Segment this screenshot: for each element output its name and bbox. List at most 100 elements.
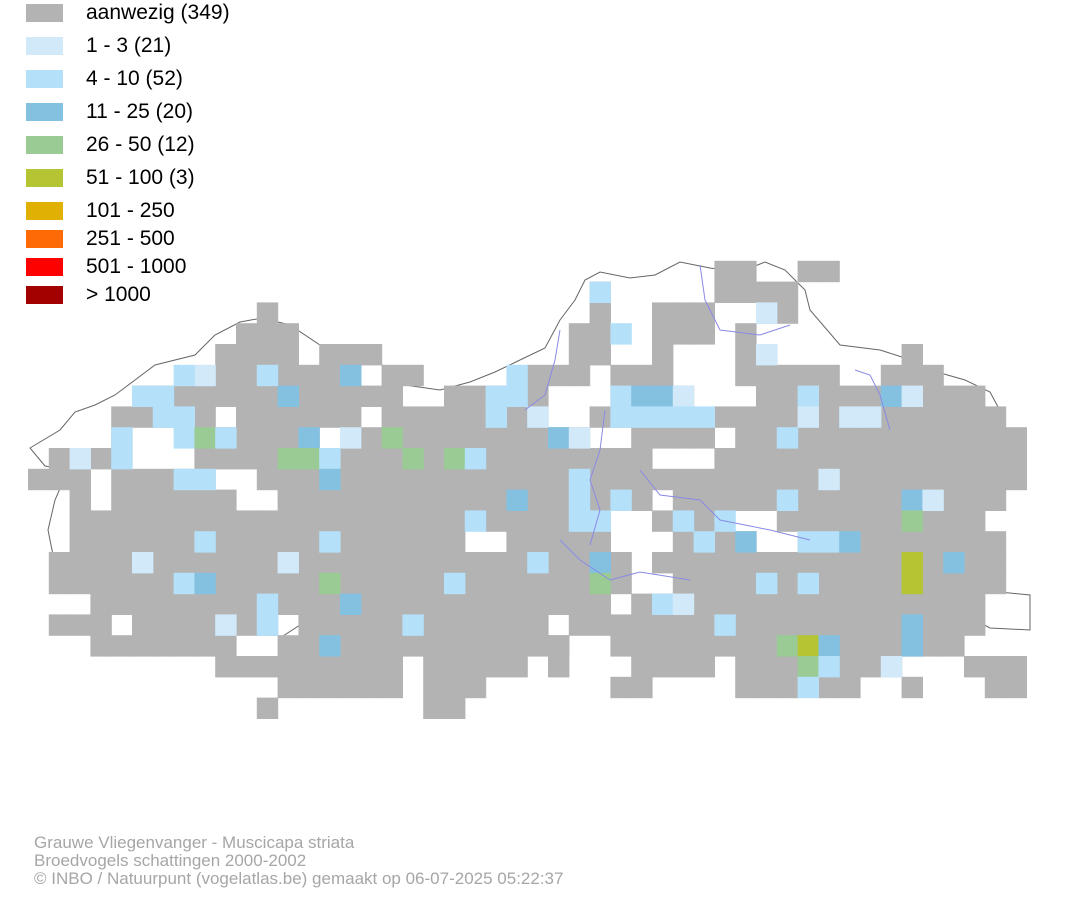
grid-cell — [818, 531, 840, 553]
grid-cell — [693, 635, 715, 657]
grid-cell — [860, 614, 882, 636]
grid-cell — [402, 427, 424, 449]
grid-cell — [839, 427, 861, 449]
grid-cell — [984, 531, 1007, 553]
grid-cell — [319, 593, 341, 615]
grid-cell — [423, 510, 445, 532]
grid-cell — [943, 489, 965, 511]
grid-cell — [152, 510, 175, 532]
grid-cell — [631, 489, 653, 511]
grid-cell — [340, 656, 362, 678]
grid-cell — [610, 448, 632, 470]
grid-cell — [215, 489, 237, 511]
grid-cell — [444, 593, 466, 615]
grid-cell — [256, 531, 279, 553]
grid-cell — [860, 635, 882, 657]
grid-cell — [194, 635, 216, 657]
grid-cell — [444, 489, 466, 511]
grid-cell — [860, 531, 882, 553]
grid-cell — [672, 572, 695, 595]
caption-dataset: Broedvogels schattingen 2000-2002 — [34, 851, 307, 870]
grid-cell — [444, 531, 466, 553]
grid-cell — [880, 385, 903, 407]
grid-cell — [402, 593, 424, 615]
legend-label: 251 - 500 — [86, 227, 175, 250]
grid-cell — [1005, 656, 1027, 678]
grid-cell — [215, 385, 237, 407]
grid-cell — [610, 364, 632, 387]
grid-cell — [548, 448, 570, 470]
grid-cell — [839, 676, 861, 699]
legend-label: 11 - 25 (20) — [86, 100, 193, 123]
grid-cell — [527, 427, 549, 449]
grid-cell — [69, 531, 91, 553]
grid-cell — [423, 531, 445, 553]
grid-cell — [631, 427, 653, 449]
grid-cell — [132, 468, 154, 491]
grid-cell — [714, 572, 736, 595]
grid-cell — [340, 489, 362, 511]
grid-cell — [298, 385, 320, 407]
grid-cell — [152, 385, 175, 407]
grid-cell — [277, 635, 299, 657]
grid-cell — [839, 448, 861, 470]
legend-swatch — [26, 286, 63, 304]
grid-cell — [922, 468, 944, 491]
grid-cell — [548, 364, 570, 387]
grid-cell — [610, 385, 632, 407]
grid-cell — [340, 593, 362, 615]
grid-cell — [464, 489, 487, 511]
grid-cell — [506, 593, 528, 615]
grid-cell — [381, 510, 403, 532]
map-caption: Grauwe Vliegenvanger - Muscicapa striata… — [34, 834, 563, 888]
grid-cell — [964, 510, 986, 532]
grid-cell — [485, 572, 507, 595]
grid-cell — [735, 406, 757, 428]
grid-cell — [735, 635, 757, 657]
grid-cell — [298, 510, 320, 532]
grid-cell — [236, 552, 258, 574]
grid-cell — [69, 489, 91, 511]
grid-cell — [901, 406, 923, 428]
grid-cell — [360, 656, 383, 678]
grid-cell — [964, 614, 986, 636]
grid-cell — [506, 406, 528, 428]
grid-cell — [797, 510, 819, 532]
grid-cell — [485, 510, 507, 532]
grid-cell — [901, 614, 923, 636]
grid-cell — [756, 468, 778, 491]
grid-cell — [672, 593, 695, 615]
legend-label: 4 - 10 (52) — [86, 67, 183, 90]
grid-cell — [111, 427, 133, 449]
grid-cell — [922, 489, 944, 511]
grid-cell — [818, 448, 840, 470]
grid-cell — [880, 593, 903, 615]
grid-cell — [943, 593, 965, 615]
rivers — [524, 264, 891, 581]
legend-swatch — [26, 103, 63, 121]
grid-cell — [111, 406, 133, 428]
grid-cell — [880, 364, 903, 387]
grid-cell — [672, 656, 695, 678]
grid-cell — [839, 593, 861, 615]
grid-cell — [776, 510, 799, 532]
grid-cell — [527, 614, 549, 636]
grid-cell — [735, 614, 757, 636]
grid-cell — [735, 281, 757, 303]
grid-cell — [860, 572, 882, 595]
legend-label: 51 - 100 (3) — [86, 166, 195, 189]
grid-cell — [984, 552, 1007, 574]
grid-cell — [506, 635, 528, 657]
grid-cell — [402, 531, 424, 553]
grid-cell — [943, 552, 965, 574]
grid-cell — [527, 510, 549, 532]
grid-cell — [964, 552, 986, 574]
grid-cell — [402, 614, 424, 636]
grid-cell — [236, 323, 258, 345]
grid-cell — [922, 427, 944, 449]
grid-cell — [776, 448, 799, 470]
grid-cell — [693, 323, 715, 345]
grid-cell — [298, 635, 320, 657]
grid-cell — [423, 406, 445, 428]
